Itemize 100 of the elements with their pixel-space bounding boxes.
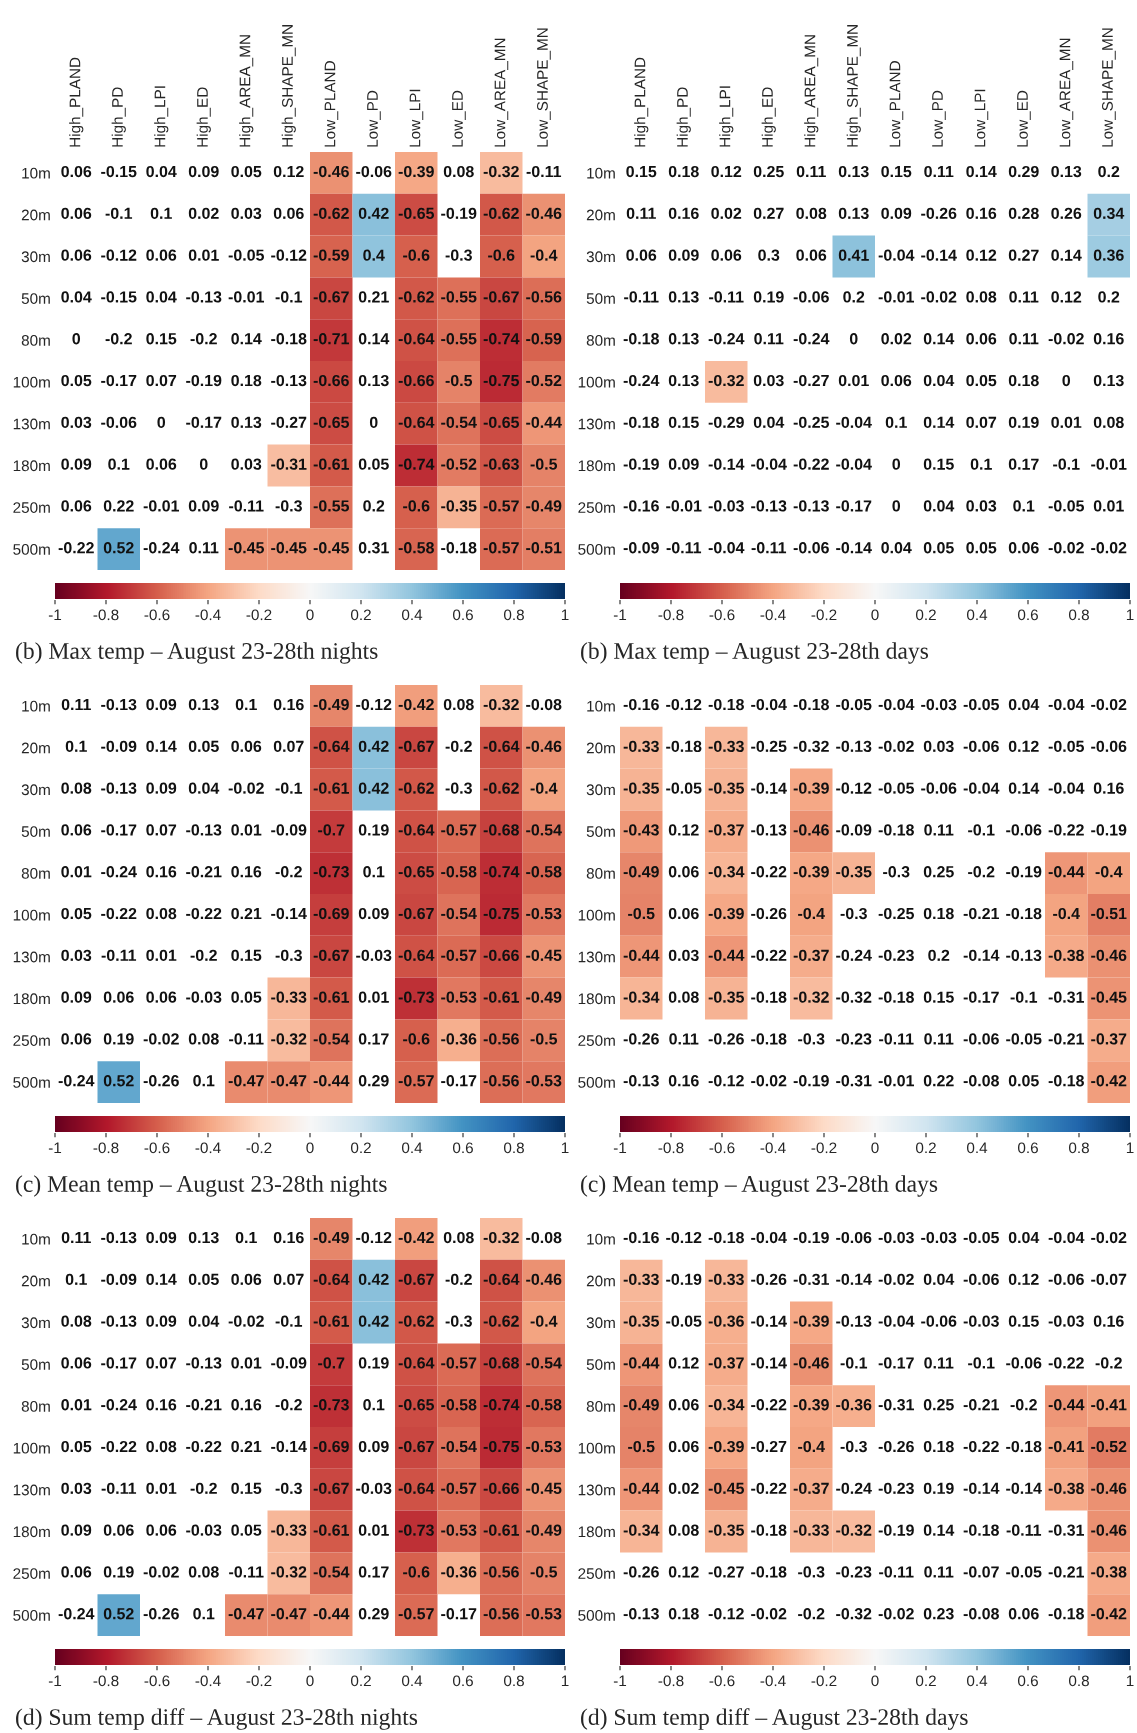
- text: -0.09: [101, 740, 137, 752]
- text: -0.21: [963, 1399, 1000, 1411]
- text: -0.08: [526, 698, 562, 711]
- color-bar-label: -1: [613, 609, 627, 621]
- text: -0.3: [275, 949, 302, 962]
- data-label: -0.55: [441, 333, 477, 345]
- text: 0.16: [1093, 333, 1124, 345]
- text: -0.06: [356, 165, 392, 178]
- text: 0.27: [1008, 249, 1039, 261]
- text: -0.21: [963, 907, 1000, 920]
- text: -0.1: [105, 207, 133, 219]
- data-label: -0.4: [1053, 907, 1080, 920]
- data-label: -0.44: [1048, 1399, 1085, 1411]
- text: -0.04: [836, 416, 872, 428]
- data-label: -0.44: [623, 1357, 660, 1369]
- text: 0.08: [443, 165, 474, 178]
- text: -0.18: [751, 991, 787, 1003]
- x-tick-label: High_SHAPE_MN: [281, 25, 296, 147]
- text: -0.14: [963, 1482, 1000, 1494]
- color-bar-label: 0: [871, 609, 879, 621]
- text: 0.09: [146, 1231, 177, 1244]
- color-bar-label: -1: [613, 1675, 627, 1687]
- text: -0.06: [1006, 1357, 1042, 1369]
- color-bar-label: -0.8: [658, 1675, 684, 1687]
- text: 0.11: [61, 698, 91, 711]
- data-label: -0.49: [623, 1399, 659, 1411]
- data-label: -0.31: [271, 458, 307, 470]
- text: 0.13: [1051, 165, 1082, 178]
- text: 0.18: [668, 1608, 699, 1620]
- data-label: -0.49: [313, 698, 349, 711]
- data-label: -0.44: [623, 949, 660, 961]
- text: -0.03: [708, 500, 744, 512]
- data-label: -0.75: [483, 1440, 520, 1453]
- text: -0.2: [190, 949, 217, 961]
- text: 0.1: [193, 1075, 215, 1087]
- text: -0.23: [836, 1033, 872, 1045]
- text: 0.15: [146, 333, 177, 345]
- text: -0.06: [836, 1231, 872, 1244]
- text: 0.05: [188, 740, 219, 752]
- data-label: -0.38: [1048, 1482, 1084, 1495]
- data-label: -0.61: [313, 782, 350, 794]
- text: (b) Max temp – August 23-28th days: [581, 642, 929, 664]
- data-label: -0.45: [313, 542, 350, 554]
- text: -0.31: [878, 1399, 915, 1411]
- text: -0.02: [751, 1608, 787, 1620]
- text: 0.2: [1098, 291, 1120, 303]
- text: 0.06: [668, 1399, 699, 1411]
- y-tick-label: 100m: [578, 909, 615, 921]
- text: -0.1: [840, 1357, 868, 1369]
- data-label: -0.59: [526, 333, 562, 345]
- text: -0.2: [798, 1608, 825, 1620]
- text: -0.06: [963, 1033, 999, 1045]
- text: 0.05: [231, 991, 262, 1003]
- text: -0.12: [101, 249, 137, 261]
- text: 0.02: [188, 207, 219, 219]
- text: -0.17: [101, 1357, 137, 1369]
- text: 0.09: [188, 165, 219, 178]
- text: 0.01: [231, 1357, 262, 1369]
- color-bar-label: 0.2: [350, 1675, 371, 1687]
- data-label: -0.44: [313, 1608, 350, 1620]
- text: 0.07: [146, 824, 177, 836]
- data-label: -0.62: [398, 782, 434, 794]
- data-label: -0.43: [623, 824, 659, 836]
- data-label: -0.37: [708, 824, 744, 836]
- x-tick-label: Low_AREA_MN: [1059, 38, 1074, 147]
- text: 0.07: [146, 374, 177, 387]
- color-bar-label: 0.4: [966, 609, 988, 621]
- text: -0.11: [229, 1033, 264, 1045]
- color-bar-label: 0.2: [350, 1142, 371, 1154]
- text: -0.13: [186, 291, 222, 303]
- data-label: -0.65: [398, 207, 435, 219]
- text: -0.04: [878, 1315, 915, 1327]
- data-label: -0.45: [526, 949, 562, 961]
- text: 0.1: [65, 740, 87, 752]
- text: 0.1: [1013, 500, 1035, 512]
- text: 0.08: [146, 907, 177, 920]
- data-label: -0.53: [526, 1608, 562, 1620]
- data-label: -0.67: [398, 907, 434, 920]
- text: 0.21: [231, 1440, 262, 1453]
- color-bar-label: -0.6: [709, 1142, 735, 1154]
- data-label: -0.46: [526, 207, 562, 219]
- text: -0.22: [101, 1440, 137, 1453]
- data-label: -0.65: [313, 416, 350, 428]
- data-label: -0.57: [483, 542, 519, 554]
- text: -0.05: [666, 782, 702, 794]
- data-label: -0.67: [313, 291, 349, 303]
- text: 0.11: [61, 1231, 91, 1244]
- text: 0.15: [923, 991, 954, 1003]
- text: -0.24: [708, 333, 745, 345]
- text: 0.19: [923, 1482, 954, 1494]
- y-tick-label: 250m: [578, 1035, 615, 1046]
- text: 0.14: [146, 740, 177, 752]
- text: -0.27: [271, 416, 307, 428]
- text: -0.01: [666, 500, 702, 512]
- text: 0.01: [1093, 500, 1124, 512]
- color-bar-label: 0.8: [503, 1142, 524, 1154]
- data-label: -0.39: [708, 1440, 744, 1453]
- text: -0.13: [101, 782, 137, 794]
- text: -0.06: [1006, 824, 1042, 836]
- data-label: -0.42: [398, 698, 434, 711]
